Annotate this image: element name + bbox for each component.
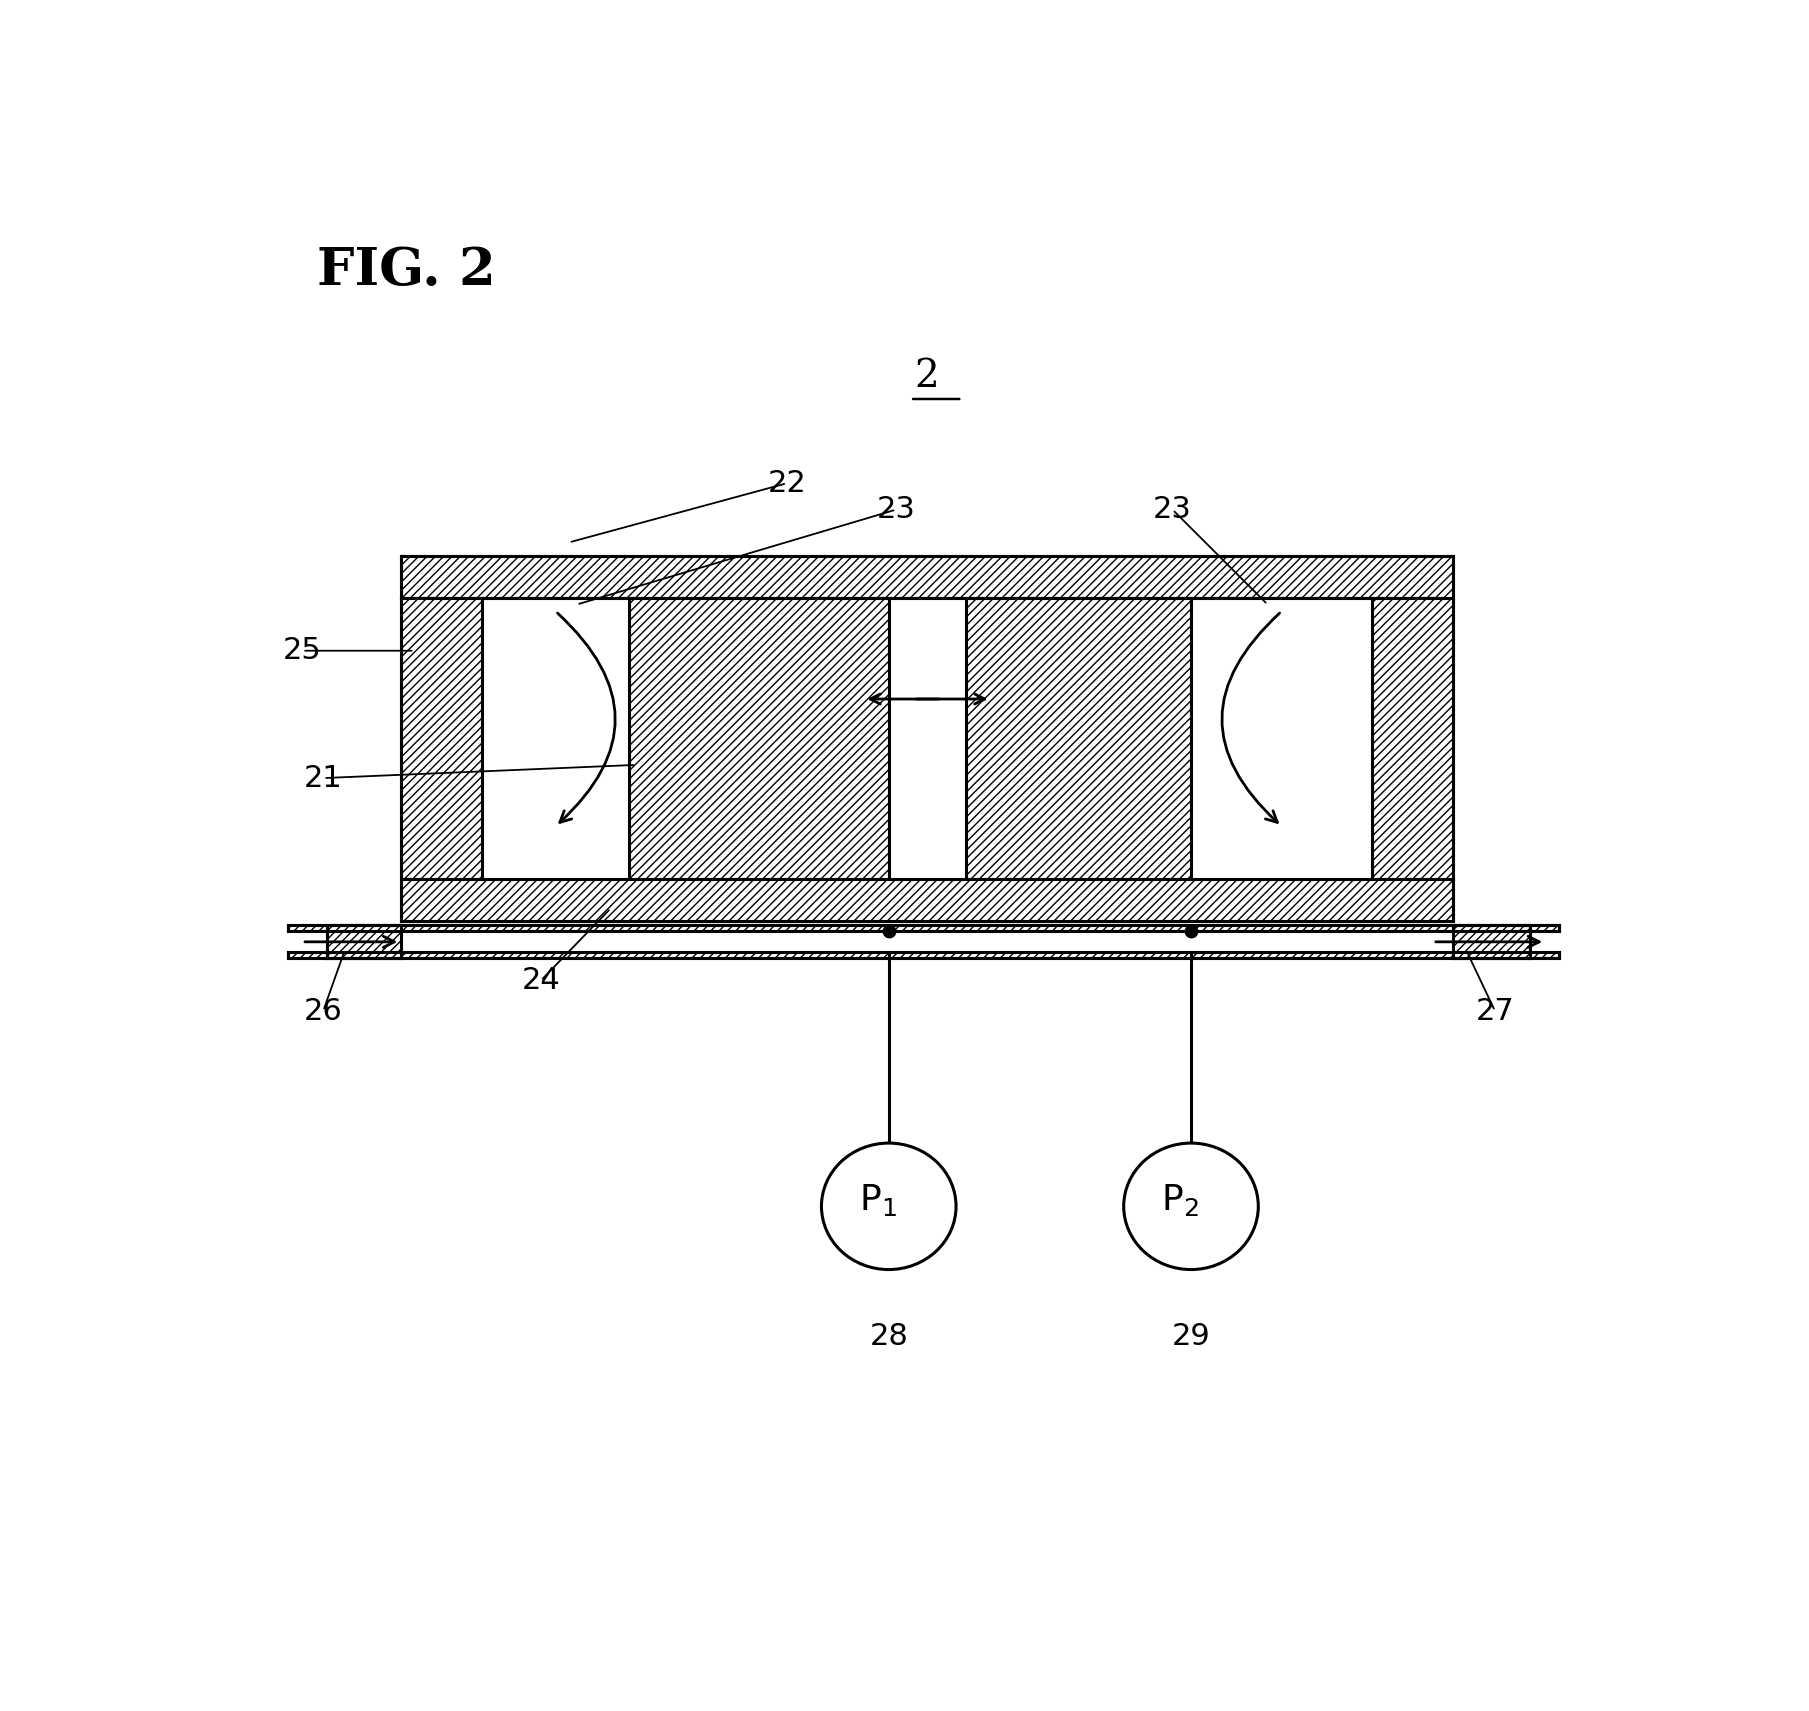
Bar bbox=[327, 926, 400, 958]
Bar bbox=[1373, 599, 1453, 879]
Text: 2: 2 bbox=[915, 358, 939, 395]
Bar bbox=[400, 556, 1453, 599]
Bar bbox=[400, 599, 481, 879]
Bar bbox=[1190, 599, 1373, 879]
Text: FIG. 2: FIG. 2 bbox=[317, 245, 496, 296]
Text: P$_2$: P$_2$ bbox=[1161, 1182, 1199, 1218]
Text: 24: 24 bbox=[521, 967, 561, 996]
Text: P$_1$: P$_1$ bbox=[859, 1182, 897, 1218]
Bar bbox=[481, 599, 630, 879]
Bar bbox=[630, 599, 888, 879]
Text: 26: 26 bbox=[304, 996, 342, 1025]
Bar bbox=[288, 931, 1559, 953]
Bar bbox=[288, 953, 1559, 958]
Text: 27: 27 bbox=[1476, 996, 1514, 1025]
Text: 25: 25 bbox=[282, 636, 322, 666]
Circle shape bbox=[821, 1143, 955, 1270]
Text: 21: 21 bbox=[304, 763, 342, 792]
Text: 23: 23 bbox=[1152, 494, 1192, 524]
Bar bbox=[288, 926, 1559, 931]
Bar bbox=[966, 599, 1190, 879]
Circle shape bbox=[1123, 1143, 1259, 1270]
Text: 23: 23 bbox=[877, 494, 915, 524]
Text: 29: 29 bbox=[1172, 1323, 1210, 1352]
Text: 28: 28 bbox=[870, 1323, 908, 1352]
Bar bbox=[1453, 926, 1530, 958]
Text: 22: 22 bbox=[767, 469, 807, 498]
Bar bbox=[400, 879, 1453, 922]
Bar bbox=[888, 599, 966, 879]
